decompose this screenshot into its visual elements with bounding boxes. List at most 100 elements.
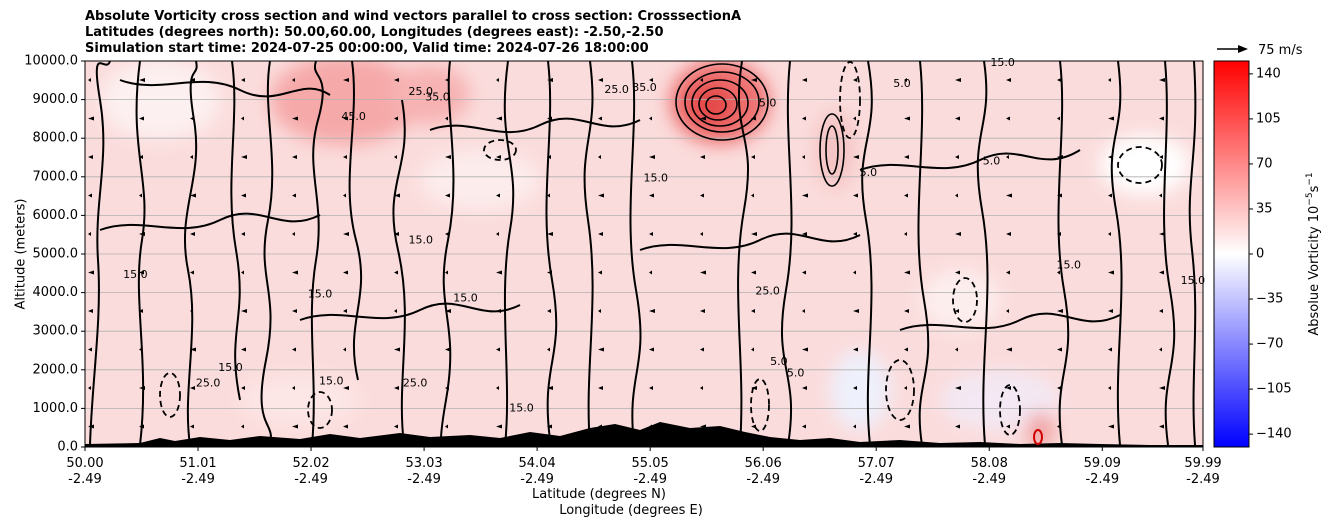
- wind-vector: [139, 309, 143, 313]
- wind-vector: [496, 424, 502, 429]
- y-tick-label: 3000.0: [33, 324, 79, 339]
- wind-vector: [190, 193, 196, 198]
- wind-vector: [190, 309, 193, 313]
- x-tick-label-lat: 51.01: [179, 456, 216, 471]
- wind-vector: [445, 116, 448, 121]
- terrain: [85, 422, 1203, 447]
- y-tick-label: 9000.0: [33, 92, 79, 107]
- colorbar-label: Absolue Vorticity 10−5s−1: [1305, 172, 1322, 335]
- wind-vector: [496, 116, 502, 121]
- wind-vector: [445, 347, 450, 352]
- colorbar-tick-label: 70: [1256, 156, 1273, 171]
- wind-vector: [598, 116, 602, 121]
- contour-label: 15.0: [509, 401, 534, 414]
- wind-vector: [292, 386, 295, 390]
- contour-label: 15.0: [408, 233, 433, 246]
- wind-vector: [190, 155, 193, 159]
- quiver-key: 75 m/s: [1217, 43, 1303, 58]
- wind-vector: [1006, 270, 1010, 275]
- wind-vector: [1057, 347, 1062, 352]
- y-tick-label: 1000.0: [33, 401, 79, 416]
- wind-vector: [751, 424, 756, 429]
- y-axis: 0.0 1000.0 2000.0 3000.0 4000.0 5000.0 6000.0 7…: [24, 54, 85, 455]
- wind-vector: [598, 270, 602, 275]
- wind-vector: [1057, 386, 1061, 390]
- chart-title-line-3: Simulation start time: 2024-07-25 00:00:…: [85, 41, 649, 56]
- wind-vector: [445, 270, 448, 275]
- wind-vector: [853, 347, 858, 352]
- wind-vector: [1006, 78, 1011, 82]
- wind-vector: [547, 116, 552, 121]
- wind-vector: [751, 78, 757, 82]
- wind-vector: [1006, 193, 1012, 198]
- wind-vector: [1108, 309, 1113, 313]
- wind-vector: [394, 232, 399, 236]
- contour-label: 15.0: [644, 172, 669, 185]
- wind-vector: [700, 309, 705, 313]
- wind-vector: [496, 309, 501, 313]
- wind-vector: [955, 386, 961, 390]
- colorbar: −140 −105 −70 −35 0 35 70 105 140 Absolue Vortic…: [1213, 60, 1322, 448]
- x-axis-label-line-2: Longitude (degrees E): [559, 503, 703, 518]
- wind-vector: [802, 424, 806, 429]
- wind-vector: [1108, 347, 1112, 352]
- contour-label: 35.0: [632, 81, 657, 94]
- y-tick-label: 4000.0: [33, 285, 79, 300]
- wind-vector: [343, 424, 348, 429]
- x-tick-label-lat: 59.99: [1184, 456, 1221, 471]
- wind-vector: [88, 116, 94, 121]
- wind-vector: [241, 424, 244, 429]
- wind-vector: [496, 386, 499, 390]
- wind-vector: [649, 116, 652, 121]
- colorbar-tick-label: 35: [1256, 201, 1273, 216]
- wind-vector: [445, 78, 449, 82]
- wind-vector: [496, 193, 500, 198]
- wind-vector: [292, 78, 295, 82]
- wind-vector: [241, 155, 247, 159]
- contour-label: 15.0: [123, 268, 148, 281]
- x-tick-label-lat: 50.00: [66, 456, 103, 471]
- colorbar-gradient: [1213, 60, 1250, 448]
- wind-vector: [547, 193, 550, 198]
- wind-vector: [598, 193, 604, 198]
- contour-label: 5.0: [770, 355, 788, 368]
- colorbar-tick-label: −35: [1256, 292, 1283, 307]
- wind-vector: [445, 386, 449, 390]
- wind-vector: [649, 270, 652, 275]
- wind-vector: [394, 155, 397, 159]
- x-tick-label-lon: -2.49: [1085, 472, 1119, 487]
- wind-vector: [955, 155, 959, 159]
- wind-vector: [853, 424, 856, 429]
- y-tick-label: 0.0: [57, 440, 78, 455]
- wind-vector: [547, 270, 552, 275]
- wind-vector: [139, 155, 143, 159]
- wind-vector: [445, 309, 451, 313]
- wind-vector: [802, 116, 806, 121]
- contour-label: 15.0: [1181, 274, 1206, 287]
- colorbar-label-unit: s: [1307, 185, 1322, 192]
- x-tick-label-lat: 56.06: [745, 456, 782, 471]
- wind-vector: [1057, 424, 1060, 429]
- wind-vector: [343, 309, 347, 313]
- wind-vector: [1057, 193, 1062, 198]
- chart-title-line-1: Absolute Vorticity cross section and win…: [85, 9, 742, 24]
- wind-vector: [547, 386, 553, 390]
- wind-vector: [1057, 116, 1060, 121]
- wind-vector: [394, 116, 398, 121]
- wind-vector: [394, 193, 400, 198]
- wind-vector: [547, 424, 552, 429]
- contour-label: 15.0: [218, 361, 243, 374]
- wind-vector: [394, 270, 398, 275]
- wind-vector: [802, 309, 805, 313]
- wind-vector: [955, 193, 958, 198]
- wind-vector: [904, 347, 908, 352]
- wind-vector: [1057, 309, 1063, 313]
- y-tick-label: 6000.0: [33, 208, 79, 223]
- contour-labels: 25.035.045.015.015.015.015.025.0 35.015.0…: [123, 56, 1205, 414]
- wind-vector: [904, 386, 907, 390]
- wind-vector: [1108, 193, 1112, 198]
- x-tick-label-lat: 59.09: [1084, 456, 1121, 471]
- wind-vector: [343, 155, 347, 159]
- colorbar-tick-label: 105: [1256, 111, 1281, 126]
- wind-vector: [1057, 155, 1063, 159]
